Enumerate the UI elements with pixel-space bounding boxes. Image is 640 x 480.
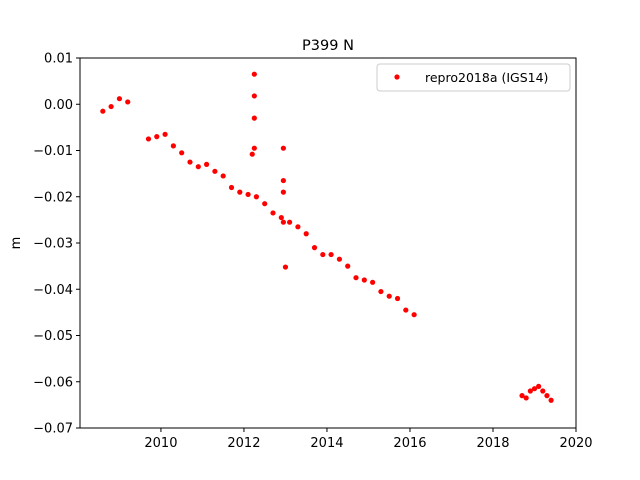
data-point — [361, 277, 367, 283]
data-point — [100, 108, 106, 114]
data-point — [187, 159, 193, 165]
y-tick-label: −0.07 — [33, 422, 73, 437]
data-point — [386, 293, 392, 299]
chart-title: P399 N — [302, 38, 354, 54]
data-point — [295, 224, 301, 230]
y-tick-label: 0.01 — [44, 52, 73, 67]
data-point — [345, 263, 351, 269]
data-point — [251, 93, 257, 99]
data-point — [251, 115, 257, 121]
data-point — [548, 397, 554, 403]
data-point — [262, 201, 268, 207]
data-point — [320, 251, 326, 258]
data-point — [154, 134, 160, 140]
y-tick-label: −0.02 — [33, 190, 73, 205]
x-axis: 2010 2012 2014 2016 2018 2020 — [144, 428, 593, 451]
data-point — [328, 251, 334, 258]
data-point — [278, 214, 284, 221]
data-point — [212, 168, 218, 174]
plot-background — [80, 58, 576, 428]
data-point — [370, 279, 376, 285]
x-tick-label: 2018 — [476, 436, 509, 451]
legend-label: repro2018a (IGS14) — [425, 70, 548, 85]
data-point — [353, 275, 359, 281]
data-point — [411, 312, 417, 318]
y-tick-label: −0.05 — [33, 329, 73, 344]
x-tick-label: 2010 — [144, 436, 177, 451]
data-point — [336, 256, 343, 262]
data-point — [125, 99, 131, 105]
legend-marker — [394, 74, 400, 80]
data-point — [531, 386, 538, 392]
data-point — [282, 264, 289, 270]
y-tick-label: −0.01 — [33, 144, 73, 159]
data-point — [394, 295, 401, 302]
data-point — [195, 164, 201, 170]
x-tick-label: 2020 — [559, 436, 592, 451]
y-axis-label: m — [9, 237, 24, 250]
data-point — [280, 177, 286, 184]
data-point — [179, 150, 185, 156]
data-point — [220, 173, 226, 179]
data-point — [540, 388, 546, 394]
data-point — [403, 307, 409, 313]
data-point — [228, 184, 235, 191]
data-point — [544, 393, 550, 399]
y-axis: 0.01 0.00 −0.01 −0.02 −0.03 −0.04 −0.05 −0.06 −0… — [33, 52, 80, 437]
legend: repro2018a (IGS14) — [376, 63, 571, 92]
data-point — [270, 210, 276, 216]
legend-box — [376, 63, 571, 92]
data-point — [245, 191, 251, 198]
y-tick-label: −0.04 — [33, 283, 73, 298]
data-point — [253, 194, 260, 200]
y-tick-label: −0.06 — [33, 375, 73, 390]
y-tick-label: −0.03 — [33, 237, 73, 252]
data-point — [280, 145, 286, 151]
data-point — [237, 189, 243, 195]
data-point — [527, 388, 533, 394]
x-tick-label: 2012 — [227, 436, 260, 451]
x-tick-label: 2016 — [393, 436, 426, 451]
data-point — [108, 103, 114, 110]
x-tick-label: 2014 — [310, 436, 343, 451]
data-point — [287, 219, 293, 225]
data-point — [523, 395, 529, 401]
data-point — [249, 151, 255, 157]
data-point — [251, 145, 257, 151]
data-point — [311, 245, 318, 251]
y-tick-label: 0.00 — [44, 98, 73, 113]
data-point — [378, 288, 384, 295]
data-point — [170, 143, 176, 149]
data-points — [100, 71, 554, 403]
data-point — [280, 189, 286, 195]
data-point — [116, 96, 123, 102]
data-point — [203, 161, 210, 167]
data-point — [251, 71, 257, 77]
data-point — [162, 131, 168, 137]
data-point — [280, 219, 286, 225]
data-point — [303, 231, 309, 237]
data-point — [536, 383, 542, 389]
data-point — [145, 136, 152, 142]
data-point — [519, 393, 525, 399]
